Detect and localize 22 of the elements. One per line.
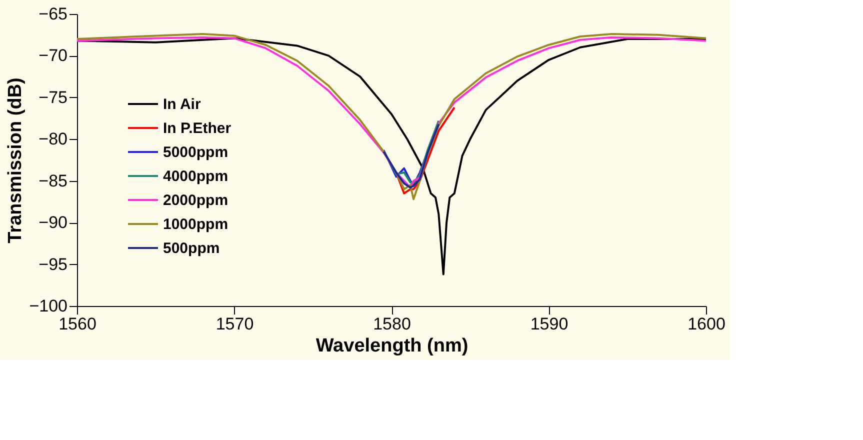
legend-label: 500ppm (163, 240, 220, 257)
x-tick-label: 1590 (530, 314, 568, 334)
y-tick-label: −85 (38, 171, 68, 190)
legend-label: 5000ppm (163, 144, 228, 161)
y-tick-label: −100 (29, 296, 68, 316)
x-tick-label: 1570 (216, 314, 254, 334)
legend-label: 1000ppm (163, 216, 228, 233)
x-tick-label: 1560 (58, 314, 96, 334)
x-tick-label: 1580 (373, 314, 411, 334)
y-tick-label: −90 (38, 213, 68, 232)
x-axis-title: Wavelength (nm) (316, 336, 468, 356)
y-tick-label: −95 (38, 254, 68, 274)
legend-label: 4000ppm (163, 168, 228, 185)
legend-label: In P.Ether (163, 120, 232, 137)
y-tick-label: −70 (38, 46, 68, 66)
legend-label: In Air (163, 96, 201, 113)
y-tick-label: −75 (38, 88, 68, 107)
legend-label: 2000ppm (163, 192, 228, 209)
y-axis-title: Transmission (dB) (5, 78, 26, 244)
x-tick-label: 1600 (688, 314, 726, 334)
y-tick-label: −80 (38, 130, 68, 149)
y-tick-label: −65 (38, 4, 68, 24)
